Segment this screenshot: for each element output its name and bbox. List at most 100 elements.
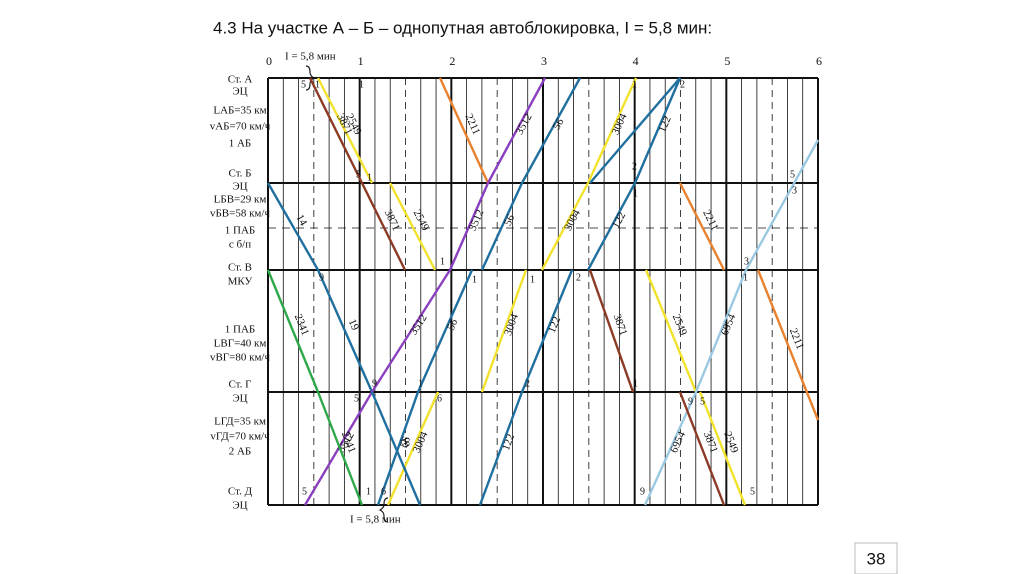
train-number: 19 xyxy=(346,317,362,332)
train-number: 122 xyxy=(546,315,563,335)
train-line xyxy=(694,269,748,393)
train-line xyxy=(678,182,726,271)
station-label: LГД=35 км xyxy=(214,416,266,428)
train-line xyxy=(478,391,524,506)
marker: 2 xyxy=(525,378,530,389)
train-line xyxy=(586,77,638,184)
train-line xyxy=(480,182,524,271)
brace-bottom xyxy=(378,497,389,523)
train-line xyxy=(520,269,574,393)
station-label: vВГ=80 км/ч xyxy=(210,352,271,364)
marker: 6 xyxy=(381,486,386,497)
train-number: 3512 xyxy=(467,208,487,233)
marker: 3 xyxy=(792,185,797,196)
train-number: 56 xyxy=(445,317,461,332)
train-line xyxy=(438,77,490,184)
station-label: Ст. В xyxy=(228,262,252,274)
train-line xyxy=(480,269,528,393)
marker: 1 xyxy=(315,79,320,90)
marker: 9 xyxy=(372,378,377,389)
train-line xyxy=(266,182,320,271)
marker: 5 xyxy=(354,393,359,404)
train-line xyxy=(698,391,747,506)
station-label: LВГ=40 км xyxy=(214,338,267,350)
train-line xyxy=(416,269,474,393)
train-line xyxy=(386,391,440,506)
train-line xyxy=(744,139,820,271)
marker: 9 xyxy=(319,272,324,283)
marker: 2 xyxy=(680,79,685,90)
marker: 3 xyxy=(744,256,749,267)
train-number: 6954 xyxy=(719,312,739,337)
hour-label: 6 xyxy=(816,54,822,68)
marker: 1 xyxy=(530,274,535,285)
train-line xyxy=(540,182,590,271)
train-line xyxy=(316,391,364,506)
station-label: ЭЦ xyxy=(232,393,247,405)
station-label: Ст. Д xyxy=(228,486,253,498)
marker: 2 xyxy=(632,161,637,172)
marker: 5 xyxy=(302,486,307,497)
marker: 1 xyxy=(472,274,477,285)
marker: 5 xyxy=(790,169,795,180)
station-label: vБВ=58 км/ч xyxy=(210,208,270,220)
station-label: LБВ=29 км xyxy=(214,194,267,206)
marker: 6 xyxy=(437,393,442,404)
station-label: vАБ=70 км/ч xyxy=(210,121,271,133)
train-number: 3512 xyxy=(408,312,430,337)
train-line xyxy=(376,391,420,506)
marker: 1 xyxy=(359,79,364,90)
interval-top: I = 5,8 мин xyxy=(285,51,336,63)
marker: 5 xyxy=(356,169,361,180)
hour-label: 1 xyxy=(358,54,364,68)
train-number: 19 xyxy=(397,435,413,450)
marker: 9 xyxy=(640,486,645,497)
train-number: 122 xyxy=(500,433,517,453)
marker: 2 xyxy=(576,272,581,283)
marker: 1 xyxy=(418,378,423,389)
station-label: LАБ=35 км xyxy=(213,105,266,117)
station-label: с б/п xyxy=(229,239,251,251)
title: 4.3 На участке А – Б – однопутная автобл… xyxy=(213,18,712,37)
station-label: ЭЦ xyxy=(232,86,247,98)
train-line xyxy=(588,269,635,393)
station-label: 1 ПАБ xyxy=(225,225,255,237)
train-number: 3004 xyxy=(562,207,583,232)
station-label: vГД=70 км/ч xyxy=(210,431,270,443)
train-line xyxy=(388,182,437,271)
marker: 1 xyxy=(367,172,372,183)
train-number: 3004 xyxy=(610,111,630,136)
train-number: 56 xyxy=(551,116,567,132)
marker: 1 xyxy=(633,188,638,199)
interval-bottom: I = 5,8 мин xyxy=(350,514,401,526)
train-number: 3004 xyxy=(411,429,431,454)
train-number: 122 xyxy=(656,114,674,134)
page-number: 38 xyxy=(867,549,886,568)
train-line xyxy=(520,77,582,184)
marker: 5 xyxy=(750,486,755,497)
train-number: 3512 xyxy=(514,112,535,137)
station-label: Ст. Б xyxy=(229,168,252,180)
train-line xyxy=(633,77,682,184)
marker: 1 xyxy=(440,256,445,267)
station-label: Ст. Г xyxy=(228,379,251,391)
train-number: 6954 xyxy=(668,429,688,454)
station-label: 2 АБ xyxy=(229,446,252,458)
train-line xyxy=(370,391,422,506)
train-line xyxy=(486,77,547,184)
train-line xyxy=(586,182,637,271)
marker: 1 xyxy=(743,272,748,283)
marker: 5 xyxy=(301,79,306,90)
train-line xyxy=(448,182,490,271)
page-number-box xyxy=(854,542,898,574)
train-line xyxy=(370,269,452,393)
train-line xyxy=(316,269,374,393)
train-number: 122 xyxy=(610,210,628,230)
train-line xyxy=(756,269,820,421)
train-line xyxy=(316,77,374,184)
marker: 5 xyxy=(700,396,705,407)
station-label: ЭЦ xyxy=(232,500,247,512)
hour-label: 3 xyxy=(541,54,547,68)
